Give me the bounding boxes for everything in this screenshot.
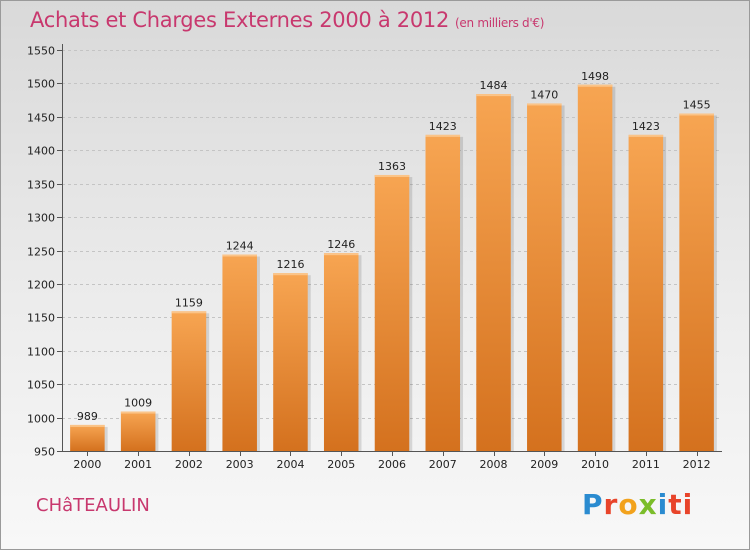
bar-top-highlight	[374, 174, 410, 177]
bar	[476, 94, 511, 452]
logo-letter: i	[657, 488, 669, 521]
x-tick-label: 2002	[175, 458, 203, 471]
bar	[273, 273, 308, 451]
x-tick-label: 2006	[378, 458, 406, 471]
bar-top-highlight	[70, 424, 105, 427]
bars	[70, 84, 717, 452]
bar-value-label: 1455	[683, 98, 711, 111]
bar-value-label: 1009	[124, 397, 152, 410]
logo-letter: x	[638, 488, 658, 521]
bar	[120, 411, 156, 451]
bar-top-highlight	[222, 254, 257, 257]
logo-letter: P	[582, 488, 604, 521]
axes: 950 1000 1050 1100 1150 1200 1250 1300 1350 1400 1…	[27, 44, 722, 471]
bar-value-label: 1498	[581, 70, 609, 83]
x-tick-label: 2000	[73, 458, 101, 471]
chart-title-text: Achats et Charges Externes 2000 à 2012	[30, 8, 450, 32]
logo-letter: ti	[668, 488, 694, 521]
bar	[323, 253, 359, 451]
bar-value-label: 989	[77, 410, 98, 423]
bar-top-highlight	[679, 113, 714, 116]
y-tick-label: 1000	[27, 413, 55, 426]
bar-top-highlight	[323, 253, 359, 256]
y-tick-label: 1350	[27, 179, 55, 192]
y-tick-label: 1200	[27, 279, 55, 292]
x-tick-label: 2010	[581, 458, 609, 471]
bar	[527, 103, 562, 451]
y-tick-label: 1050	[27, 379, 55, 392]
bar	[222, 254, 257, 451]
bar-value-label: 1363	[378, 160, 406, 173]
x-tick-label: 2005	[327, 458, 355, 471]
bar-value-label: 1159	[175, 296, 203, 309]
y-tick-label: 1300	[27, 212, 55, 225]
bar	[577, 84, 613, 452]
bar-value-label: 1216	[276, 258, 304, 271]
bar-top-highlight	[577, 84, 613, 87]
bar	[374, 174, 410, 451]
x-tick-label: 2003	[226, 458, 254, 471]
bar-value-label: 1246	[327, 238, 355, 251]
x-tick-label: 2011	[632, 458, 660, 471]
x-tick-label: 2012	[683, 458, 711, 471]
bar	[679, 113, 714, 451]
bar-top-highlight	[628, 134, 664, 137]
y-tick-label: 1550	[27, 45, 55, 58]
y-tick-label: 950	[34, 446, 55, 459]
bar-top-highlight	[171, 311, 207, 314]
bar	[70, 424, 105, 451]
bar-value-label: 1244	[226, 240, 254, 253]
y-tick-label: 1250	[27, 246, 55, 259]
bar-top-highlight	[476, 94, 511, 97]
bar-top-highlight	[273, 273, 308, 276]
y-tick-label: 1450	[27, 112, 55, 125]
y-tick-label: 1150	[27, 312, 55, 325]
bar	[171, 311, 207, 451]
x-tick-label: 2007	[429, 458, 457, 471]
y-tick-label: 1500	[27, 78, 55, 91]
logo-letter: r	[603, 488, 619, 521]
logo-letter: o	[618, 488, 639, 521]
chart-title: Achats et Charges Externes 2000 à 2012 (e…	[30, 8, 544, 32]
bar	[425, 134, 461, 451]
city-name: CHâTEAULIN	[36, 495, 150, 516]
labels: 989 1009 1159 1244 1216 1246 1363 1423 1484 1470 1…	[77, 70, 711, 423]
x-tick-label: 2009	[530, 458, 558, 471]
bar-top-highlight	[120, 411, 156, 414]
bar	[628, 134, 664, 451]
y-tick-label: 1400	[27, 145, 55, 158]
y-tick-label: 1100	[27, 346, 55, 359]
x-tick-label: 2001	[124, 458, 152, 471]
bar-value-label: 1423	[429, 120, 457, 133]
x-tick-label: 2004	[276, 458, 304, 471]
x-tick-label: 2008	[480, 458, 508, 471]
bar-top-highlight	[425, 134, 461, 137]
proxiti-logo: Proxiti	[582, 488, 693, 521]
chart-unit: (en milliers d'€)	[455, 16, 545, 30]
bar-value-label: 1470	[530, 88, 558, 101]
bar-value-label: 1484	[480, 79, 508, 92]
bar-value-label: 1423	[632, 120, 660, 133]
bar-top-highlight	[527, 103, 562, 106]
